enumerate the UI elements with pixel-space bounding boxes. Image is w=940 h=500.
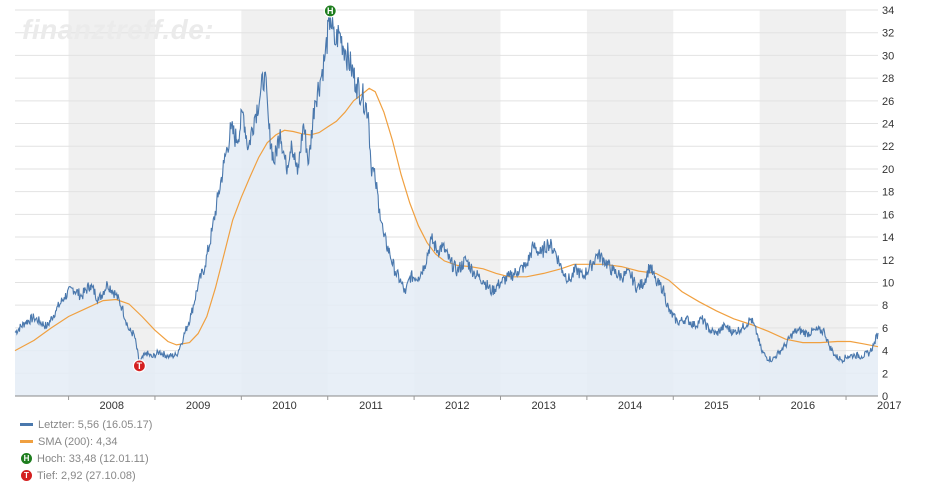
x-tick-label: 2010	[272, 400, 296, 412]
marker-label: T	[137, 361, 143, 371]
sma-line	[14, 87, 879, 352]
price-line	[14, 11, 879, 365]
sma-line-swatch	[20, 440, 33, 443]
x-tick-label: 2012	[445, 400, 469, 412]
x-tick-label: 2008	[100, 400, 124, 412]
y-tick-label: 16	[882, 209, 894, 221]
legend-low-label: Tief: 2,92 (27.10.08)	[37, 469, 136, 482]
price-area	[15, 11, 878, 396]
y-tick-label: 28	[882, 73, 894, 85]
marker-label: H	[327, 6, 334, 16]
y-tick-label: 24	[882, 119, 894, 131]
y-tick-label: 4	[882, 346, 888, 358]
y-tick-label: 34	[882, 5, 894, 17]
y-tick-label: 26	[882, 96, 894, 108]
legend-item-high: H Hoch: 33,48 (12.01.11)	[20, 450, 152, 467]
y-tick-label: 0	[882, 391, 888, 403]
legend-sma-label: SMA (200): 4,34	[38, 435, 118, 448]
y-tick-label: 10	[882, 277, 894, 289]
watermark: finanztreff.de:	[22, 14, 215, 45]
legend-item-low: T Tief: 2,92 (27.10.08)	[20, 467, 152, 484]
x-axis-ticks: 2008 2009 2010 2011 2012 2013 2014 2015 2016 2017	[68, 396, 901, 412]
x-tick-label: 2014	[618, 400, 642, 412]
x-tick-label: 2009	[186, 400, 210, 412]
legend-high-label: Hoch: 33,48 (12.01.11)	[37, 452, 149, 465]
y-tick-label: 22	[882, 141, 894, 153]
y-tick-label: 20	[882, 164, 894, 176]
y-tick-label: 14	[882, 232, 894, 244]
high-marker-icon: H	[20, 452, 33, 465]
x-tick-label: 2013	[531, 400, 555, 412]
legend-last-label: Letzter: 5,56 (16.05.17)	[38, 418, 153, 431]
x-tick-label: 2017	[877, 400, 901, 412]
low-marker-icon: T	[20, 469, 33, 482]
x-tick-label: 2015	[704, 400, 728, 412]
legend-item-sma: SMA (200): 4,34	[20, 433, 152, 450]
x-tick-label: 2011	[359, 400, 383, 412]
y-tick-label: 18	[882, 187, 894, 199]
chart-markers: HT	[132, 4, 337, 373]
y-tick-label: 6	[882, 323, 888, 335]
y-tick-label: 12	[882, 255, 894, 267]
price-line-swatch	[20, 423, 33, 426]
y-tick-label: 32	[882, 28, 894, 40]
y-tick-label: 8	[882, 300, 888, 312]
y-tick-label: 30	[882, 50, 894, 62]
legend: Letzter: 5,56 (16.05.17) SMA (200): 4,34…	[20, 416, 152, 484]
y-tick-label: 2	[882, 368, 888, 380]
high-marker	[323, 4, 337, 18]
x-tick-label: 2016	[791, 400, 815, 412]
low-marker	[132, 359, 146, 373]
legend-item-last: Letzter: 5,56 (16.05.17)	[20, 416, 152, 433]
